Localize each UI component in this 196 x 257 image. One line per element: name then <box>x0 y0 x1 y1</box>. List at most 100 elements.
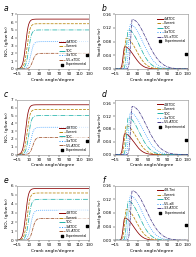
TDC <box>49 114 51 117</box>
TDC <box>127 28 129 31</box>
4-BTDC <box>86 187 89 190</box>
TDC <box>149 62 152 66</box>
3-aTDC <box>51 40 53 43</box>
TDC <box>147 60 150 63</box>
3-aTDC <box>82 40 84 43</box>
4-ATDC <box>187 67 189 70</box>
Y-axis label: NOₓ (g/kw·hr): NOₓ (g/kw·hr) <box>5 27 9 57</box>
Line: 4-BTDC: 4-BTDC <box>17 105 89 154</box>
4-BTDC <box>86 187 88 190</box>
4-BTDC <box>185 153 187 156</box>
3.3-ATDC <box>149 218 152 221</box>
3-aTDC <box>118 153 120 156</box>
Legend: 4-BTDC, Current, TDC, 3-ATDC, 5.5-ATDC, Experimental: 4-BTDC, Current, TDC, 3-ATDC, 5.5-ATDC, … <box>58 210 88 239</box>
Current <box>86 108 89 111</box>
Experimental <box>86 139 89 143</box>
Line: TDC: TDC <box>17 199 89 240</box>
Line: 3-aTDC: 3-aTDC <box>17 42 89 69</box>
Current <box>51 191 53 195</box>
4-ATDC <box>118 67 120 70</box>
TDC <box>19 238 22 242</box>
TDC <box>49 198 51 201</box>
Line: TDC: TDC <box>115 201 188 240</box>
3-ATDC <box>15 239 18 242</box>
Current <box>19 238 22 241</box>
5.5-ATDC <box>86 136 89 139</box>
5.5-ATDC <box>149 133 152 136</box>
TDC <box>127 116 129 119</box>
Current <box>114 153 116 156</box>
3-aTDC <box>171 153 174 156</box>
4-BTDC <box>51 187 53 190</box>
3.3-ATDC <box>131 189 133 192</box>
5.5-ATDC <box>86 217 89 220</box>
4-BTDC <box>149 153 152 156</box>
Current <box>118 239 120 242</box>
3-aTDC <box>129 23 131 26</box>
TDC <box>73 198 75 201</box>
Current <box>125 208 127 211</box>
4-BTDC <box>49 187 51 190</box>
TDC <box>114 153 116 156</box>
Line: 3-aTDC: 3-aTDC <box>115 25 188 69</box>
3.3-ATDC <box>185 239 187 242</box>
3.3-ATDC <box>185 239 187 242</box>
Current <box>185 67 187 70</box>
5.5-aB <box>114 239 116 242</box>
Line: 3-aTDC: 3-aTDC <box>17 127 89 154</box>
3-aTDC <box>86 40 89 43</box>
4-BTDC <box>88 103 91 106</box>
Y-axis label: Soot(g/kw·hr): Soot(g/kw·hr) <box>97 113 102 142</box>
4-ATDC <box>73 17 75 21</box>
TDC <box>171 239 174 242</box>
4-BTDC <box>73 187 75 190</box>
Y-axis label: NOₓ (g/kw·hr): NOₓ (g/kw·hr) <box>5 112 9 142</box>
3-aTDC <box>185 67 187 70</box>
Current <box>185 67 187 70</box>
Current <box>171 239 174 242</box>
4.8-Tini <box>185 239 187 242</box>
Current <box>114 67 116 70</box>
3-aTDC <box>187 67 189 70</box>
Current <box>185 153 187 156</box>
Current <box>86 191 89 195</box>
Text: f: f <box>102 176 105 185</box>
3-aTDC <box>51 126 53 129</box>
X-axis label: Crank angle/degree: Crank angle/degree <box>130 249 173 253</box>
Current <box>51 108 53 111</box>
TDC <box>15 153 18 156</box>
4-ATDC <box>49 17 51 21</box>
4.8-Tini <box>149 238 152 241</box>
5.5-ATDC <box>73 136 75 139</box>
Current <box>86 108 88 111</box>
TDC <box>86 198 89 201</box>
4.8-Tini <box>147 238 150 241</box>
Line: 5.5-aTDC: 5.5-aTDC <box>17 53 89 69</box>
5.5-aTDC <box>185 67 187 70</box>
TDC <box>171 153 174 156</box>
Current <box>185 239 187 242</box>
Current <box>49 22 51 25</box>
TDC <box>185 239 187 242</box>
3-aTDC <box>88 40 91 43</box>
TDC <box>88 114 91 117</box>
Line: TDC: TDC <box>115 30 188 69</box>
4.8-Tini <box>187 239 189 242</box>
Text: e: e <box>4 176 8 185</box>
4-BTDC <box>185 153 187 156</box>
TDC <box>185 67 187 70</box>
TDC <box>49 28 51 31</box>
X-axis label: Crank angle/degree: Crank angle/degree <box>130 163 173 167</box>
TDC <box>88 198 91 201</box>
4-ATDC <box>86 17 88 21</box>
Current <box>118 153 120 156</box>
5.5-ATDC <box>15 239 18 242</box>
Line: TDC: TDC <box>17 116 89 154</box>
5.5-aTDC <box>147 42 150 45</box>
Line: 5.5-ATDC: 5.5-ATDC <box>115 106 188 154</box>
3-aTDC <box>73 126 75 129</box>
4-BTDC <box>88 187 91 190</box>
5.5-ATDC <box>19 239 22 242</box>
Current <box>125 37 127 40</box>
5.5-ATDC <box>73 217 75 220</box>
